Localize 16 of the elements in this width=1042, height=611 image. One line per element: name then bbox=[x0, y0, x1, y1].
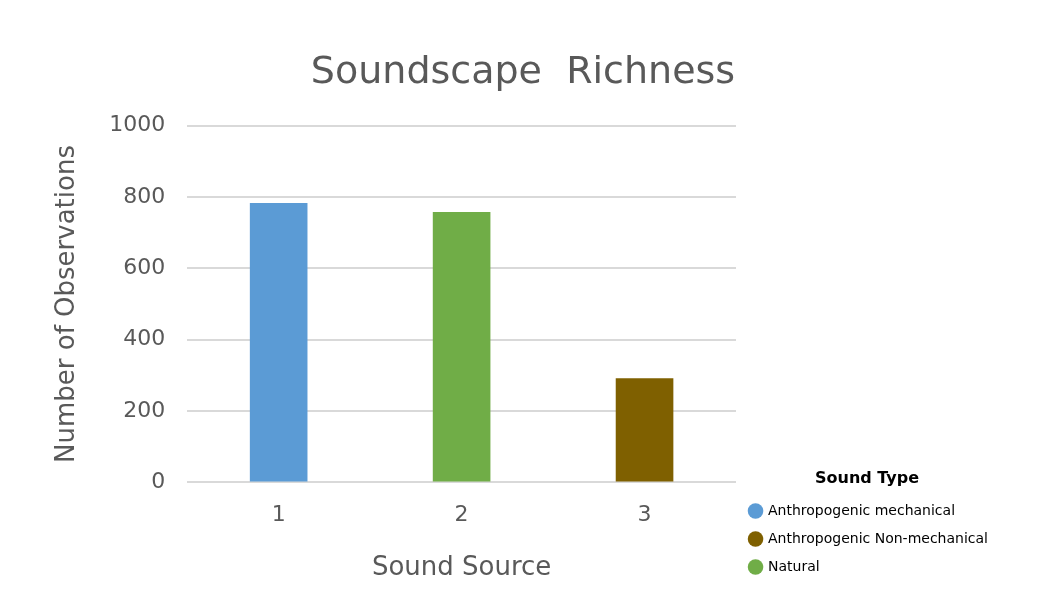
x-axis-title: Sound Source bbox=[371, 551, 552, 582]
y-axis-title: Number of Observations bbox=[50, 145, 81, 463]
legend-title: Sound Type bbox=[814, 467, 920, 487]
x-tick-label: 3 bbox=[637, 501, 652, 527]
y-tick-label: 1000 bbox=[109, 111, 166, 137]
y-tick-label: 0 bbox=[151, 468, 166, 494]
y-tick-label: 200 bbox=[123, 396, 166, 422]
legend-label: Natural bbox=[768, 557, 820, 574]
y-tick-label: 800 bbox=[123, 182, 166, 208]
y-tick-label: 600 bbox=[123, 254, 166, 280]
x-tick-label: 1 bbox=[271, 501, 286, 527]
legend-label: Anthropogenic Non-mechanical bbox=[768, 529, 988, 546]
y-tick-label: 400 bbox=[123, 325, 166, 351]
chart-title: Soundscape Richness bbox=[310, 47, 736, 92]
legend-label: Anthropogenic mechanical bbox=[768, 501, 956, 518]
x-tick-label: 2 bbox=[454, 501, 469, 527]
